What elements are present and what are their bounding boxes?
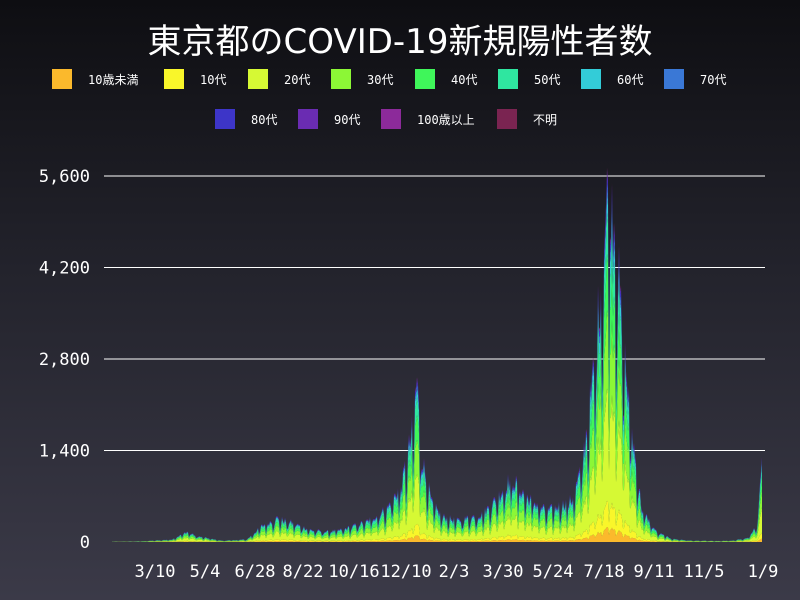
y-tick-label: 1,400 <box>39 442 90 462</box>
gridlines <box>104 175 765 451</box>
series-area <box>112 169 762 542</box>
x-tick-label: 3/30 <box>483 562 524 582</box>
series-area <box>112 167 762 542</box>
legend-label: 30代 <box>367 73 394 87</box>
legend-swatch <box>215 109 235 129</box>
legend-label: 40代 <box>451 73 478 87</box>
series-area <box>112 193 762 542</box>
y-axis: 0 1,400 2,800 4,200 5,600 <box>39 167 90 553</box>
legend-label: 80代 <box>251 113 278 127</box>
series-area <box>112 253 762 542</box>
x-tick-label: 7/18 <box>584 562 625 582</box>
x-tick-label: 3/10 <box>135 562 176 582</box>
x-tick-label: 5/24 <box>533 562 574 582</box>
legend-label: 60代 <box>617 73 644 87</box>
x-tick-label: 12/10 <box>380 562 431 582</box>
legend-swatch <box>497 109 517 129</box>
legend-swatch <box>52 69 72 89</box>
legend-label: 20代 <box>284 73 311 87</box>
legend-swatch <box>498 69 518 89</box>
x-tick-label: 9/11 <box>634 562 675 582</box>
plot-area <box>112 167 762 542</box>
legend-swatch <box>298 109 318 129</box>
legend-label: 10歳未満 <box>88 73 139 87</box>
legend-swatch <box>664 69 684 89</box>
legend-swatch <box>381 109 401 129</box>
series-area <box>112 182 762 542</box>
series-area <box>112 212 762 542</box>
legend-row-2: 80代 90代 100歳以上 不明 <box>0 108 800 132</box>
legend-label: 50代 <box>534 73 561 87</box>
x-tick-label: 10/16 <box>328 562 379 582</box>
legend-swatch <box>331 69 351 89</box>
legend-swatch <box>248 69 268 89</box>
x-tick-label: 11/5 <box>684 562 725 582</box>
x-tick-label: 6/28 <box>235 562 276 582</box>
legend-label: 90代 <box>334 113 361 127</box>
legend-swatch <box>164 69 184 89</box>
y-tick-label: 5,600 <box>39 167 90 187</box>
legend-swatch <box>415 69 435 89</box>
legend-row-1: 10歳未満 10代 20代 30代 40代 50代 60代 70代 <box>0 68 800 92</box>
series-area <box>112 173 762 542</box>
legend-label: 10代 <box>200 73 227 87</box>
x-axis: 3/10 5/4 6/28 8/22 10/16 12/10 2/3 3/30 5/24 7/18… <box>135 562 779 582</box>
x-tick-label: 8/22 <box>283 562 324 582</box>
y-tick-label: 2,800 <box>39 350 90 370</box>
series-area <box>112 527 762 542</box>
y-tick-label: 4,200 <box>39 259 90 279</box>
legend-swatch <box>581 69 601 89</box>
y-tick-label: 0 <box>80 533 90 553</box>
x-tick-label: 2/3 <box>439 562 470 582</box>
legend-label: 70代 <box>700 73 727 87</box>
x-tick-label: 5/4 <box>190 562 221 582</box>
legend-label: 100歳以上 <box>417 113 475 127</box>
series-area <box>112 500 762 542</box>
series-area <box>112 388 762 542</box>
x-tick-label: 1/9 <box>748 562 779 582</box>
series-area <box>112 309 762 542</box>
legend-label: 不明 <box>533 113 558 127</box>
chart-title: 東京都のCOVID-19新規陽性者数 <box>147 22 653 62</box>
series-area <box>112 168 762 542</box>
